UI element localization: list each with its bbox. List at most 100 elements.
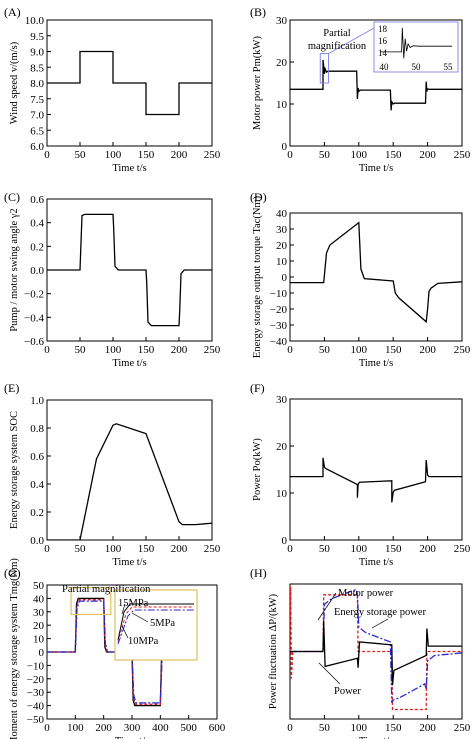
x-tick-label: 250 (204, 344, 221, 356)
x-tick-label: 150 (138, 344, 155, 356)
zoom-connector (328, 27, 375, 54)
y-tick-label: 20 (276, 57, 288, 69)
y-tick-label: 7.5 (30, 94, 44, 106)
y-tick-label: −20 (27, 674, 45, 686)
plot-frame (289, 212, 463, 342)
annotation-arrow (121, 625, 129, 639)
y-axis-label: Pump / motor swing angle γ2 (9, 208, 20, 331)
inset-line (117, 609, 194, 645)
y-tick-label: 6.0 (30, 141, 44, 153)
x-tick-label: 0 (287, 149, 293, 161)
x-tick-label: 0 (44, 149, 50, 161)
chart-panel: (B) 0 50 100 150 200 250 0 10 20 30 Time t/s Motor p… (250, 5, 471, 174)
y-tick-label: −30 (270, 320, 288, 332)
y-tick-label: 30 (276, 224, 288, 236)
x-tick-label: 50 (319, 722, 331, 734)
annotation-text: Energy storage power (334, 607, 426, 618)
series-line (290, 620, 462, 686)
plot-frame (289, 398, 463, 541)
x-tick-label: 100 (351, 149, 368, 161)
series-line (290, 586, 462, 711)
panel-label: (E) (4, 381, 19, 395)
x-axis-label: Time t/s (115, 736, 149, 739)
x-tick-label: 250 (454, 722, 471, 734)
panel-label: (H) (250, 566, 267, 580)
y-axis-label: Energy storage output torque Tac(Nm) (252, 195, 263, 358)
y-tick-label: 0.0 (30, 535, 44, 547)
x-tick-label: 100 (105, 344, 122, 356)
plot-frame (46, 399, 213, 541)
x-tick-label: 50 (319, 149, 331, 161)
y-tick-label: 20 (276, 441, 288, 453)
x-tick-label: 250 (454, 344, 471, 356)
x-tick-label: 150 (138, 543, 155, 555)
annotation-text: magnification (308, 41, 367, 52)
y-tick-label: 7.0 (30, 110, 44, 122)
y-axis-label: Power Po(kW) (252, 438, 263, 501)
y-tick-label: −0.4 (24, 312, 44, 324)
y-tick-label: 8.0 (30, 78, 44, 90)
x-tick-label: 0 (287, 722, 293, 734)
y-tick-label: 0.6 (30, 194, 44, 206)
y-tick-label: −0.2 (24, 289, 44, 301)
y-tick-label: 0.2 (30, 507, 44, 519)
x-tick-label: 0 (287, 543, 293, 555)
x-tick-label: 100 (105, 149, 122, 161)
y-tick-label: 1.0 (30, 395, 44, 407)
annotation-arrow (318, 662, 341, 685)
x-tick-label: 250 (454, 149, 471, 161)
annotation-text: 15MPa (118, 598, 149, 609)
inset-tick-label: 50 (412, 62, 422, 72)
annotation-text: 5MPa (150, 618, 175, 629)
panel-label: (C) (4, 190, 20, 204)
y-tick-label: 9.0 (30, 47, 44, 59)
y-tick-label: 0 (282, 141, 288, 153)
inset-line (117, 603, 194, 641)
x-tick-label: 200 (419, 543, 436, 555)
inset-line (380, 27, 452, 59)
series-line (47, 213, 212, 327)
y-tick-label: 0 (282, 272, 288, 284)
x-tick-label: 50 (75, 344, 87, 356)
y-tick-label: 40 (276, 208, 288, 220)
y-tick-label: 20 (276, 240, 288, 252)
y-tick-label: 0.0 (30, 265, 44, 277)
y-tick-label: 0.8 (30, 423, 44, 435)
annotation-arrow (317, 592, 337, 621)
y-tick-label: 10 (276, 99, 288, 111)
x-tick-label: 0 (44, 722, 50, 734)
series-line (290, 457, 462, 503)
y-tick-label: −50 (27, 714, 45, 726)
panel-label: (F) (250, 381, 265, 395)
y-tick-label: 10 (33, 634, 45, 646)
series-line (47, 423, 212, 540)
chart-panel: (F) 0 50 100 150 200 250 0 10 20 30 Time t/s Power P… (250, 381, 471, 568)
y-tick-label: 30 (33, 607, 45, 619)
y-tick-label: 0.4 (30, 479, 44, 491)
inset-frame (373, 21, 459, 73)
y-tick-label: −20 (270, 304, 288, 316)
y-axis-label: Energy storage system SOC (9, 411, 20, 529)
series-line (290, 221, 462, 324)
chart-panel: (H) 0 50 100 150 200 250 Time t/s Power fluctuat… (250, 566, 471, 739)
x-tick-label: 500 (180, 722, 197, 734)
x-tick-label: 250 (454, 543, 471, 555)
y-tick-label: −0.6 (24, 336, 44, 348)
y-tick-label: −30 (27, 687, 45, 699)
y-tick-label: 0 (282, 535, 288, 547)
x-tick-label: 200 (95, 722, 112, 734)
y-tick-label: −10 (27, 660, 45, 672)
x-axis-label: Time t/s (112, 358, 146, 369)
x-axis-label: Time t/s (359, 557, 393, 568)
inset-tick-label: 14 (378, 48, 388, 58)
inset-tick-label: 16 (378, 36, 388, 46)
x-tick-label: 200 (171, 543, 188, 555)
y-tick-label: 9.5 (30, 31, 44, 43)
chart-panel: (E) 0 50 100 150 200 250 0.0 0.2 0.4 0.6 0.8 1.0 Time… (4, 381, 221, 568)
series-line (47, 50, 212, 116)
x-tick-label: 0 (44, 344, 50, 356)
x-tick-label: 100 (351, 344, 368, 356)
x-tick-label: 250 (204, 543, 221, 555)
x-tick-label: 200 (419, 722, 436, 734)
